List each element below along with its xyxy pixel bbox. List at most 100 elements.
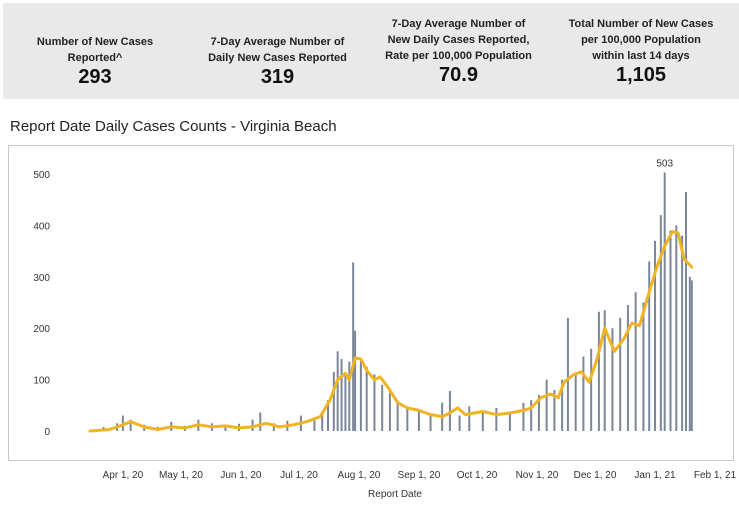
- case-bar: [522, 402, 525, 431]
- x-tick-label: Jun 1, 20: [220, 470, 262, 481]
- x-tick-label: Dec 1, 20: [574, 470, 617, 481]
- case-bar: [561, 379, 564, 431]
- case-bar: [406, 407, 409, 431]
- case-bar: [272, 423, 275, 431]
- case-bar: [619, 317, 622, 431]
- case-bar: [681, 235, 684, 431]
- case-bar: [654, 240, 657, 431]
- kpi-label-line: 7-Day Average Number of: [210, 36, 345, 48]
- case-bar: [336, 351, 339, 431]
- y-axis: 0 100 200 300 400 500: [33, 170, 50, 438]
- case-bar: [663, 172, 666, 431]
- case-bar: [373, 374, 376, 431]
- case-bar: [396, 402, 399, 431]
- case-bar: [313, 419, 316, 431]
- case-bar: [611, 328, 614, 431]
- kpi-label-line: Number of New Cases: [36, 36, 154, 48]
- case-bar: [582, 356, 585, 431]
- kpi-label-line: per 100,000 Population: [581, 34, 701, 46]
- kpi-7day-average: 7-Day Average Number of Daily New Cases …: [190, 3, 365, 99]
- x-tick-label: Aug 1, 20: [338, 470, 381, 481]
- x-axis: Apr 1, 20 May 1, 20 Jun 1, 20 Jul 1, 20 Aug …: [103, 470, 737, 481]
- case-bar: [458, 415, 461, 431]
- case-bar: [340, 359, 343, 431]
- seven-day-average-layer: [88, 230, 694, 433]
- y-tick-label: 300: [33, 273, 50, 284]
- kpi-label-line: New Daily Cases Reported,: [387, 34, 530, 46]
- kpi-label-line: Reported^: [67, 52, 123, 64]
- kpi-value: 1,105: [615, 64, 667, 86]
- case-bar: [327, 400, 330, 431]
- chart-frame: [8, 145, 734, 461]
- kpi-label-line: Total Number of New Cases: [568, 18, 714, 30]
- case-bar: [381, 384, 384, 431]
- case-bar: [530, 400, 533, 431]
- case-bar: [417, 410, 420, 431]
- chart-title: Report Date Daily Cases Counts - Virgini…: [10, 118, 337, 135]
- kpi-label-line: Rate per 100,000 Population: [385, 50, 532, 62]
- x-tick-label: May 1, 20: [159, 470, 203, 481]
- daily-cases-bars: [89, 172, 693, 431]
- case-bar: [675, 225, 678, 431]
- case-bar: [352, 262, 355, 431]
- x-axis-title: Report Date: [368, 489, 422, 500]
- case-bar: [690, 280, 693, 431]
- case-bar: [332, 371, 335, 431]
- case-bar: [359, 359, 362, 431]
- case-bar: [481, 410, 484, 431]
- case-bar: [365, 366, 368, 431]
- kpi-band: Number of New Cases Reported^ 293 7-Day …: [3, 3, 739, 99]
- x-tick-label: Jan 1, 21: [634, 470, 676, 481]
- y-tick-label: 400: [33, 221, 50, 232]
- y-tick-label: 200: [33, 324, 50, 335]
- case-bar: [354, 330, 357, 431]
- case-bar: [537, 395, 540, 431]
- case-bar: [590, 348, 593, 431]
- case-bar: [574, 374, 577, 431]
- x-tick-label: Feb 1, 21: [694, 470, 737, 481]
- case-bar: [659, 215, 662, 431]
- case-bar: [344, 374, 347, 431]
- case-bar: [259, 412, 262, 431]
- kpi-value: 70.9: [439, 64, 478, 86]
- case-bar: [669, 230, 672, 431]
- case-bar: [448, 390, 451, 431]
- case-bar: [634, 292, 637, 431]
- kpi-label-line: Daily New Cases Reported: [208, 52, 347, 64]
- x-tick-label: Oct 1, 20: [457, 470, 498, 481]
- seven-day-average-line: [88, 230, 694, 433]
- case-bar: [566, 317, 569, 431]
- case-bar: [429, 415, 432, 431]
- case-bar: [495, 407, 498, 431]
- case-bar: [129, 419, 132, 431]
- case-bar: [388, 392, 391, 431]
- peak-annotation: 503: [656, 158, 673, 169]
- kpi-new-cases: Number of New Cases Reported^ 293: [20, 3, 170, 99]
- x-tick-label: Sep 1, 20: [398, 470, 441, 481]
- case-bar: [603, 310, 606, 431]
- case-bar: [545, 379, 548, 431]
- case-bar: [688, 276, 691, 431]
- y-tick-label: 100: [33, 376, 50, 387]
- case-bar: [597, 311, 600, 431]
- case-bar: [321, 411, 324, 431]
- kpi-value: 319: [260, 66, 295, 88]
- x-tick-label: Apr 1, 20: [103, 470, 144, 481]
- kpi-label-line: within last 14 days: [592, 50, 690, 62]
- case-bar: [648, 261, 651, 431]
- kpi-label-line: 7-Day Average Number of: [391, 18, 526, 30]
- case-bar: [642, 302, 645, 431]
- case-bar: [626, 305, 629, 431]
- kpi-value: 293: [78, 66, 112, 88]
- kpi-14day-rate: Total Number of New Cases per 100,000 Po…: [555, 3, 727, 99]
- case-bar: [684, 191, 687, 431]
- y-tick-label: 500: [33, 170, 50, 181]
- x-tick-label: Jul 1, 20: [280, 470, 318, 481]
- case-bar: [224, 425, 227, 431]
- case-bar: [348, 361, 351, 431]
- case-bar: [468, 406, 471, 431]
- y-tick-label: 0: [44, 427, 50, 438]
- case-bar: [508, 413, 511, 431]
- case-bar: [553, 389, 556, 431]
